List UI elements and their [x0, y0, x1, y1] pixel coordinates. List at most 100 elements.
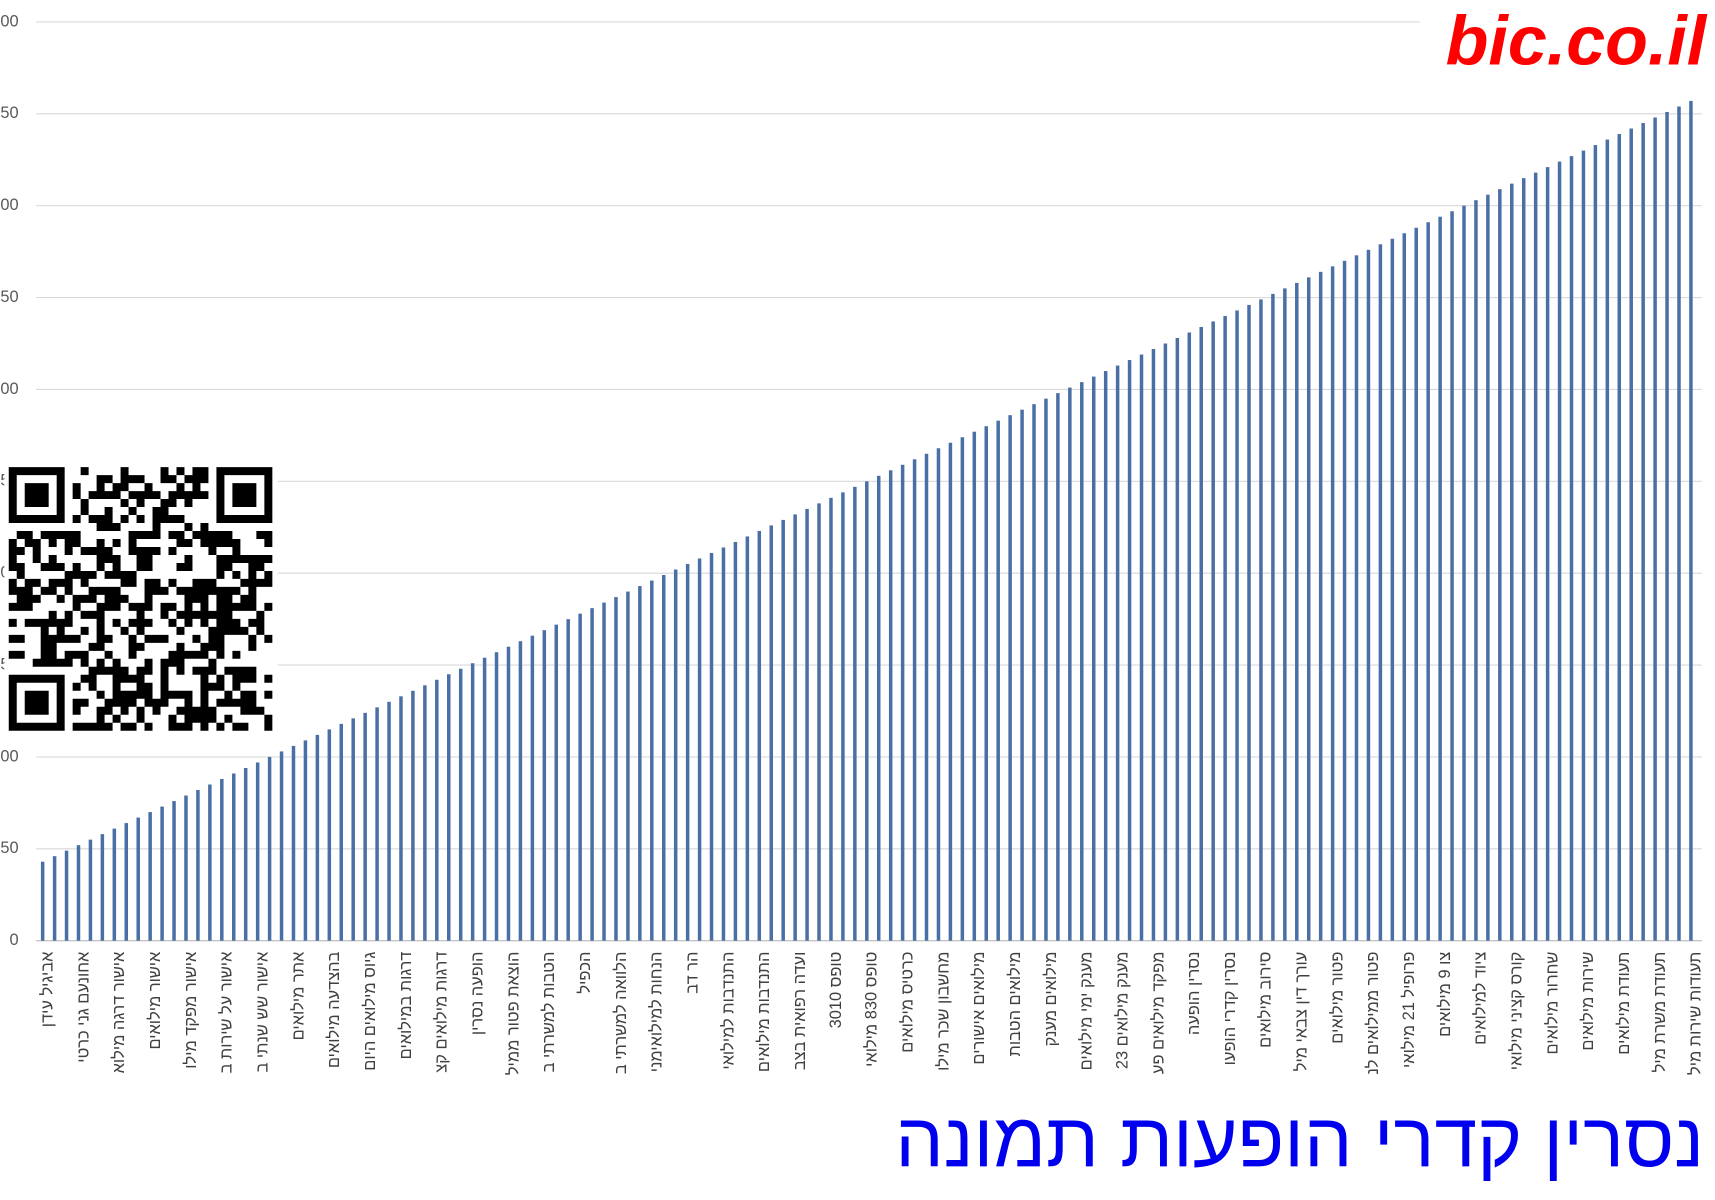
bar [363, 712, 367, 941]
bar [673, 569, 678, 941]
bar [243, 767, 248, 941]
y-tick-label: 500 [0, 12, 19, 30]
x-tick-label: גיוס מילואים היום [361, 952, 379, 1071]
bar [220, 779, 224, 941]
bar [112, 828, 117, 941]
bar [960, 437, 965, 941]
x-tick-label: מילואים מענק [1042, 952, 1060, 1047]
x-tick-label: נסרין הופעה [1185, 952, 1203, 1036]
bar [769, 525, 773, 941]
bar [1032, 404, 1036, 941]
bar [1617, 134, 1622, 941]
bar [996, 420, 1000, 941]
bar [88, 839, 93, 941]
bar [1474, 200, 1478, 941]
bar [912, 459, 917, 941]
bar [984, 426, 988, 941]
y-tick-label: 50 [0, 839, 18, 857]
x-tick-label: סירוב מילואים [1257, 952, 1275, 1048]
x-tick-label: אישור מפקד מילו [182, 951, 200, 1069]
bar [399, 696, 403, 941]
bar [1689, 100, 1693, 941]
bar [817, 503, 821, 941]
x-tick-label: מפקד מילואים פע [1149, 952, 1167, 1074]
bar [1498, 189, 1502, 941]
bar [1605, 139, 1610, 941]
bar [1486, 194, 1490, 941]
y-tick-label: 300 [0, 380, 19, 398]
bar [160, 806, 164, 941]
bar [590, 608, 594, 941]
bar [1283, 288, 1287, 941]
bar [1151, 349, 1156, 941]
bar [1223, 315, 1227, 941]
bar [1247, 304, 1251, 941]
x-tick-label: דרגות מילואים קצ [433, 952, 451, 1073]
bar [148, 812, 152, 941]
bar [1462, 205, 1466, 941]
bar [1259, 299, 1263, 941]
x-tick-label: בהצדעה מילואים [325, 951, 343, 1068]
x-tick-label: הטבות למשרתי ב [540, 952, 558, 1073]
bar [267, 756, 272, 941]
bar [566, 619, 570, 941]
x-tick-label: אישור על שירות ב [218, 951, 236, 1073]
x-tick-label: אישור דרגה מילוא [110, 951, 128, 1073]
bar [232, 773, 236, 941]
bar [1450, 211, 1454, 941]
bar [1545, 167, 1550, 941]
y-tick-label: 350 [0, 288, 19, 306]
bar [1068, 387, 1072, 941]
bar [661, 575, 666, 941]
bar [1139, 354, 1144, 941]
bar [900, 464, 905, 941]
bar [1187, 332, 1192, 941]
bar [1044, 398, 1048, 941]
bar [1295, 282, 1299, 941]
logo-background [1419, 0, 1715, 86]
bar [351, 718, 355, 941]
bar [1091, 376, 1096, 941]
x-tick-label: מילואים אישורים [970, 952, 988, 1065]
x-tick-label: אישור שש שנתי ב [253, 951, 271, 1073]
grid [36, 21, 1702, 942]
bar [518, 641, 523, 941]
bar [936, 448, 941, 941]
bar [1378, 244, 1383, 941]
bar [1390, 238, 1395, 941]
x-tick-label: הר דב [683, 952, 701, 994]
x-labels: אביגיל עידן אחונעם גני כרטי אישור דרגה מיל… [38, 951, 1704, 1075]
bar [709, 552, 714, 941]
bar [291, 745, 296, 941]
bar [721, 547, 726, 941]
bar [805, 508, 809, 941]
x-tick-label: צו 9 מילואים [1436, 952, 1454, 1037]
bar [1569, 156, 1574, 941]
bar [1175, 338, 1180, 941]
bar [554, 624, 559, 941]
bar [1581, 150, 1586, 941]
bar [781, 519, 785, 941]
bar [793, 514, 797, 941]
x-tick-label: הופעה נסרין [468, 952, 486, 1036]
bar [888, 470, 893, 941]
bar [1354, 255, 1359, 941]
x-tick-label: שחרור מילואים [1543, 952, 1561, 1055]
qr-code [4, 462, 278, 737]
bar [482, 657, 487, 941]
bar [470, 663, 475, 941]
watermark: bic.co.il [1446, 2, 1708, 80]
bar [447, 674, 451, 941]
bar [1020, 409, 1024, 941]
x-tick-label: עורך דין צבאי מיל [1293, 952, 1311, 1072]
x-tick-label: הנחות למילואימני [648, 952, 666, 1073]
bar [841, 492, 845, 941]
bar [685, 564, 690, 941]
x-tick-label: כרטיס מילואים [898, 952, 916, 1053]
bar [1414, 227, 1418, 941]
bar [136, 817, 140, 941]
y-tick-label: 100 [0, 747, 19, 765]
bar [1080, 382, 1084, 941]
bar [1115, 365, 1120, 941]
bar [733, 541, 738, 941]
